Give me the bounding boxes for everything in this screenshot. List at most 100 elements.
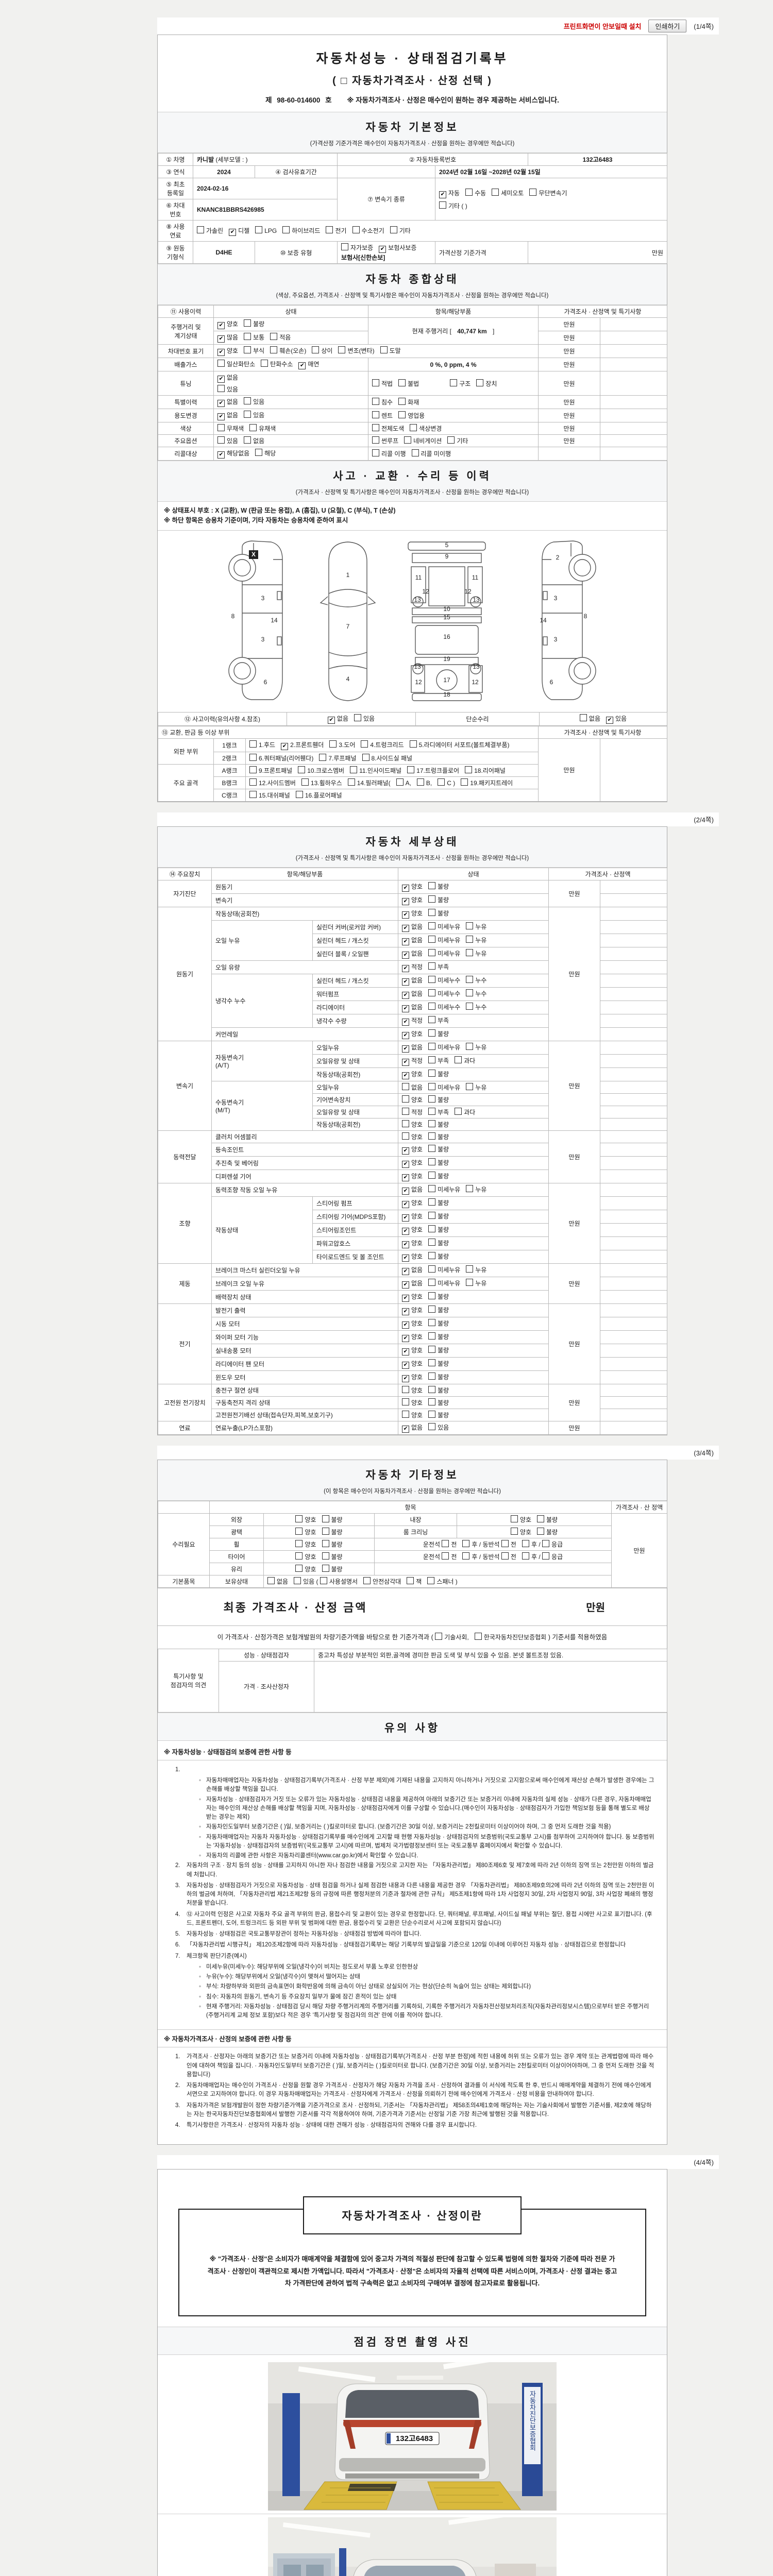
checkbox-checked[interactable]: ✔	[402, 1214, 410, 1222]
checkbox-unchecked[interactable]	[295, 1539, 303, 1547]
checkbox-unchecked[interactable]	[501, 1552, 509, 1560]
checkbox-checked[interactable]: ✔	[402, 911, 410, 919]
checkbox-unchecked[interactable]	[428, 1398, 436, 1405]
checkbox-unchecked[interactable]	[244, 436, 251, 444]
checkbox-unchecked[interactable]	[428, 1359, 436, 1366]
checkbox-unchecked[interactable]	[466, 1184, 474, 1192]
checkbox-unchecked[interactable]	[282, 226, 290, 233]
checkbox-unchecked[interactable]	[428, 882, 436, 889]
checkbox-checked[interactable]: ✔	[402, 1160, 410, 1168]
checkbox-unchecked[interactable]	[329, 740, 337, 748]
checkbox-unchecked[interactable]	[244, 319, 251, 327]
checkbox-unchecked[interactable]	[341, 243, 348, 250]
checkbox-checked[interactable]: ✔	[402, 978, 410, 986]
checkbox-unchecked[interactable]	[428, 989, 436, 996]
checkbox-unchecked[interactable]	[466, 989, 474, 996]
checkbox-checked[interactable]: ✔	[217, 376, 225, 383]
checkbox-unchecked[interactable]	[352, 226, 360, 233]
checkbox-checked[interactable]: ✔	[402, 1174, 410, 1181]
checkbox-unchecked[interactable]	[322, 1564, 329, 1572]
checkbox-checked[interactable]: ✔	[402, 1005, 410, 1012]
checkbox-unchecked[interactable]	[294, 1577, 301, 1584]
checkbox-unchecked[interactable]	[295, 1552, 303, 1560]
checkbox-checked[interactable]: ✔	[402, 951, 410, 959]
checkbox-unchecked[interactable]	[295, 1515, 303, 1522]
checkbox-unchecked[interactable]	[428, 1184, 436, 1192]
checkbox-unchecked[interactable]	[428, 1225, 436, 1232]
checkbox-unchecked[interactable]	[428, 1385, 436, 1393]
checkbox-checked[interactable]: ✔	[379, 246, 386, 253]
checkbox-unchecked[interactable]	[402, 1132, 410, 1140]
checkbox-unchecked[interactable]	[428, 1372, 436, 1380]
checkbox-unchecked[interactable]	[428, 1332, 436, 1340]
checkbox-unchecked[interactable]	[476, 379, 484, 386]
checkbox-checked[interactable]: ✔	[402, 1361, 410, 1369]
checkbox-checked[interactable]: ✔	[217, 400, 225, 407]
checkbox-unchecked[interactable]	[244, 333, 251, 340]
checkbox-unchecked[interactable]	[461, 778, 468, 786]
checkbox-unchecked[interactable]	[404, 436, 412, 444]
checkbox-unchecked[interactable]	[510, 1515, 518, 1522]
checkbox-checked[interactable]: ✔	[217, 349, 225, 356]
checkbox-unchecked[interactable]	[322, 1552, 329, 1560]
checkbox-unchecked[interactable]	[249, 778, 257, 786]
checkbox-unchecked[interactable]	[427, 1577, 435, 1584]
checkbox-unchecked[interactable]	[428, 1002, 436, 1010]
checkbox-unchecked[interactable]	[428, 1042, 436, 1050]
checkbox-unchecked[interactable]	[409, 740, 417, 748]
checkbox-unchecked[interactable]	[462, 1552, 470, 1560]
checkbox-unchecked[interactable]	[416, 778, 424, 786]
checkbox-unchecked[interactable]	[347, 778, 355, 786]
checkbox-unchecked[interactable]	[402, 1095, 410, 1103]
checkbox-unchecked[interactable]	[435, 1632, 443, 1640]
print-button[interactable]: 인쇄하기	[648, 20, 687, 32]
checkbox-unchecked[interactable]	[372, 424, 379, 431]
checkbox-unchecked[interactable]	[462, 1539, 470, 1547]
checkbox-unchecked[interactable]	[402, 1082, 410, 1090]
checkbox-unchecked[interactable]	[522, 1539, 529, 1547]
checkbox-unchecked[interactable]	[428, 1238, 436, 1246]
checkbox-unchecked[interactable]	[249, 740, 257, 748]
checkbox-unchecked[interactable]	[428, 1305, 436, 1313]
checkbox-checked[interactable]: ✔	[402, 1267, 410, 1275]
checkbox-unchecked[interactable]	[322, 1539, 329, 1547]
checkbox-checked[interactable]: ✔	[402, 1072, 410, 1079]
checkbox-unchecked[interactable]	[428, 1171, 436, 1179]
checkbox-unchecked[interactable]	[428, 1132, 436, 1140]
checkbox-unchecked[interactable]	[455, 1107, 462, 1115]
checkbox-unchecked[interactable]	[428, 935, 436, 943]
checkbox-unchecked[interactable]	[295, 1527, 303, 1535]
checkbox-unchecked[interactable]	[261, 360, 268, 367]
checkbox-checked[interactable]: ✔	[402, 1281, 410, 1289]
checkbox-checked[interactable]: ✔	[402, 1241, 410, 1248]
checkbox-unchecked[interactable]	[455, 1056, 462, 1063]
checkbox-unchecked[interactable]	[428, 1265, 436, 1273]
checkbox-unchecked[interactable]	[466, 1278, 474, 1286]
checkbox-unchecked[interactable]	[474, 1632, 482, 1640]
checkbox-unchecked[interactable]	[372, 449, 379, 456]
checkbox-unchecked[interactable]	[438, 778, 445, 786]
checkbox-unchecked[interactable]	[372, 379, 379, 386]
checkbox-unchecked[interactable]	[217, 436, 225, 444]
checkbox-checked[interactable]: ✔	[281, 742, 289, 750]
checkbox-unchecked[interactable]	[402, 1410, 410, 1418]
checkbox-unchecked[interactable]	[398, 398, 406, 405]
checkbox-unchecked[interactable]	[428, 1251, 436, 1259]
checkbox-unchecked[interactable]	[501, 1539, 509, 1547]
checkbox-unchecked[interactable]	[372, 436, 379, 444]
checkbox-unchecked[interactable]	[428, 1144, 436, 1152]
checkbox-checked[interactable]: ✔	[217, 322, 225, 329]
checkbox-unchecked[interactable]	[390, 226, 397, 233]
checkbox-unchecked[interactable]	[255, 226, 263, 233]
checkbox-unchecked[interactable]	[428, 908, 436, 916]
checkbox-checked[interactable]: ✔	[402, 1348, 410, 1355]
checkbox-checked[interactable]: ✔	[402, 1045, 410, 1053]
checkbox-checked[interactable]: ✔	[402, 1334, 410, 1342]
checkbox-unchecked[interactable]	[428, 1095, 436, 1103]
checkbox-unchecked[interactable]	[363, 1577, 371, 1584]
checkbox-unchecked[interactable]	[450, 379, 458, 386]
checkbox-unchecked[interactable]	[398, 379, 406, 386]
checkbox-checked[interactable]: ✔	[402, 1147, 410, 1155]
checkbox-unchecked[interactable]	[295, 1564, 303, 1572]
checkbox-unchecked[interactable]	[249, 766, 257, 773]
